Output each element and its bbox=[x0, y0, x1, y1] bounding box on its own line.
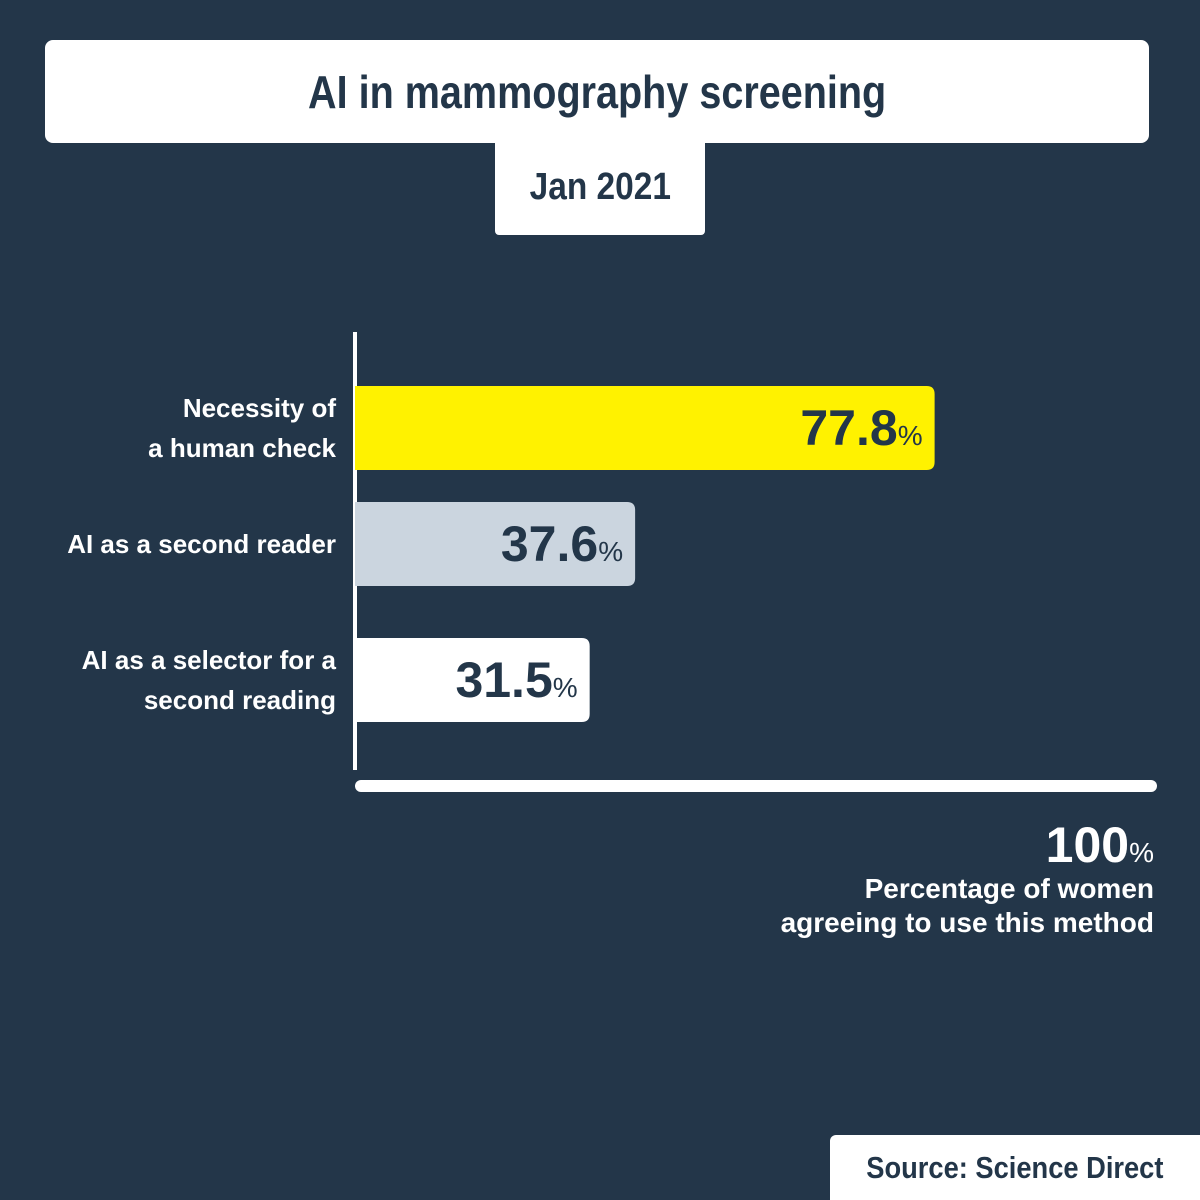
data-label: 31.5% bbox=[455, 652, 577, 708]
data-label: 77.8% bbox=[800, 400, 922, 456]
bar bbox=[355, 386, 935, 470]
x-axis-label: agreeing to use this method bbox=[781, 907, 1154, 938]
category-label: second reading bbox=[144, 685, 336, 715]
source-label: Source: Science Direct bbox=[866, 1149, 1164, 1185]
category-label: Necessity of bbox=[183, 393, 337, 423]
chart-title: AI in mammography screening bbox=[307, 65, 887, 118]
bar bbox=[355, 638, 590, 722]
category-label: AI as a second reader bbox=[67, 529, 336, 559]
source-box: Source: Science Direct bbox=[830, 1135, 1200, 1200]
x-axis-label: Percentage of women bbox=[865, 873, 1154, 904]
title-box: AI in mammography screening bbox=[45, 40, 1149, 143]
chart-date: Jan 2021 bbox=[529, 166, 671, 208]
axis-max-label: 100% bbox=[1046, 817, 1154, 873]
bar bbox=[355, 502, 636, 586]
category-label: AI as a selector for a bbox=[82, 645, 337, 675]
category-label: a human check bbox=[148, 433, 336, 463]
data-label: 37.6% bbox=[501, 516, 623, 572]
date-box: Jan 2021 bbox=[495, 140, 705, 235]
